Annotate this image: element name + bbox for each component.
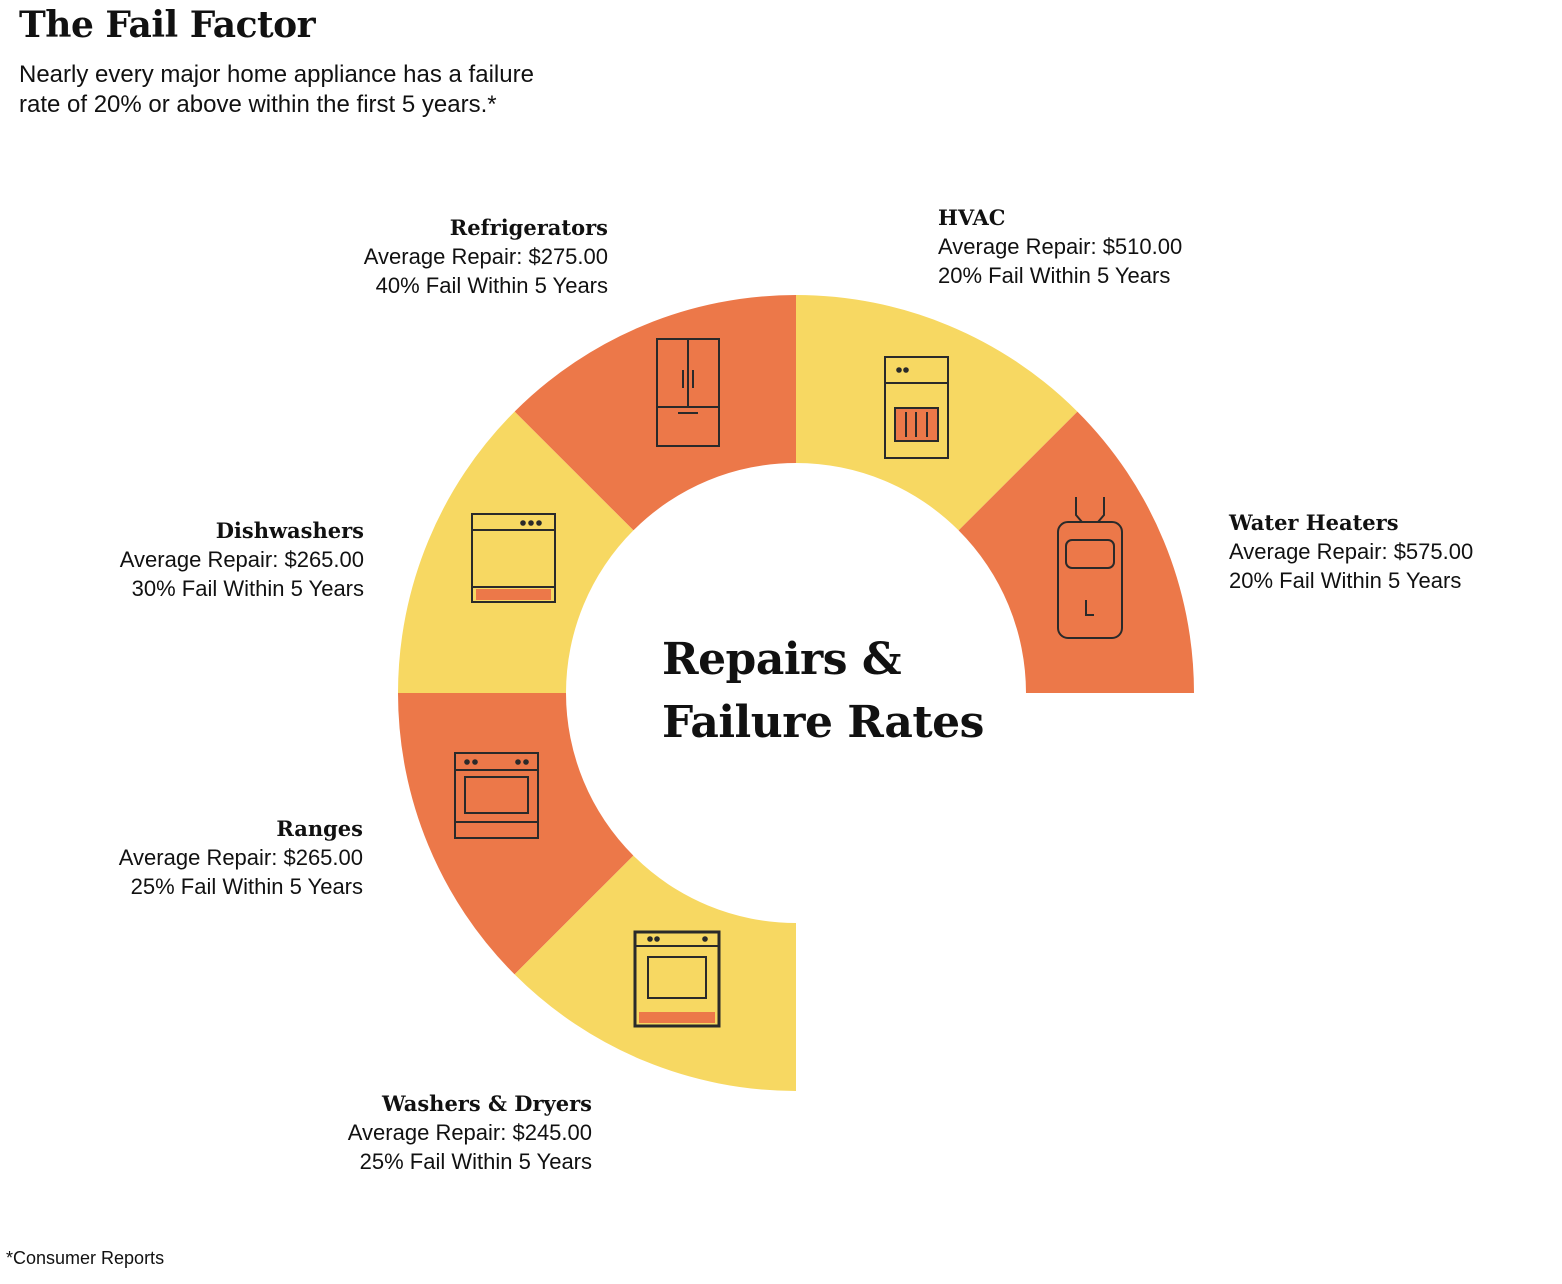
average-repair: Average Repair: $575.00 <box>1229 539 1474 564</box>
failure-rate: 25% Fail Within 5 Years <box>130 874 363 899</box>
label-washers-dryers: Washers & Dryers Average Repair: $245.00… <box>348 1089 592 1176</box>
appliance-name: HVAC <box>938 205 1006 230</box>
segment-dishwashers <box>398 411 634 693</box>
appliance-name: Refrigerators <box>449 215 608 240</box>
label-hvac: HVAC Average Repair: $510.00 20% Fail Wi… <box>938 203 1182 290</box>
segment-ranges <box>398 693 634 975</box>
failure-rate: 40% Fail Within 5 Years <box>375 273 608 298</box>
appliance-name: Dishwashers <box>215 518 364 543</box>
appliance-name: Water Heaters <box>1229 510 1399 535</box>
failure-rate: 25% Fail Within 5 Years <box>359 1149 592 1174</box>
center-label-line-2: Failure Rates <box>662 697 984 748</box>
failure-rate: 30% Fail Within 5 Years <box>131 576 364 601</box>
center-label: Repairs & Failure Rates <box>662 628 984 754</box>
label-ranges: Ranges Average Repair: $265.00 25% Fail … <box>119 814 363 901</box>
label-refrigerators: Refrigerators Average Repair: $275.00 40… <box>364 213 608 300</box>
failure-rate: 20% Fail Within 5 Years <box>1229 568 1462 593</box>
dishwasher-icon <box>471 513 556 603</box>
label-water-heaters: Water Heaters Average Repair: $575.00 20… <box>1229 508 1473 595</box>
hvac-unit-icon <box>884 356 949 459</box>
appliance-name: Washers & Dryers <box>381 1091 592 1116</box>
page-title: The Fail Factor <box>19 4 316 46</box>
segment-refrigerators <box>514 295 796 531</box>
average-repair: Average Repair: $245.00 <box>347 1120 592 1145</box>
refrigerator-icon <box>656 338 720 447</box>
center-label-line-1: Repairs & <box>662 634 902 685</box>
page-subtitle: Nearly every major home appliance has a … <box>19 60 639 120</box>
label-dishwashers: Dishwashers Average Repair: $265.00 30% … <box>120 516 364 603</box>
appliance-name: Ranges <box>276 816 363 841</box>
average-repair: Average Repair: $265.00 <box>118 845 363 870</box>
segment-washers-dryers <box>514 855 796 1091</box>
washer-dryer-icon <box>633 930 721 1028</box>
average-repair: Average Repair: $510.00 <box>938 234 1183 259</box>
average-repair: Average Repair: $265.00 <box>119 547 364 572</box>
average-repair: Average Repair: $275.00 <box>363 244 608 269</box>
water-heater-icon <box>1057 497 1123 639</box>
footnote-source: *Consumer Reports <box>6 1248 165 1268</box>
subtitle-line-2: rate of 20% or above within the first 5 … <box>19 91 497 118</box>
range-oven-icon <box>454 752 539 839</box>
subtitle-line-1: Nearly every major home appliance has a … <box>19 61 534 88</box>
failure-rate: 20% Fail Within 5 Years <box>938 263 1171 288</box>
